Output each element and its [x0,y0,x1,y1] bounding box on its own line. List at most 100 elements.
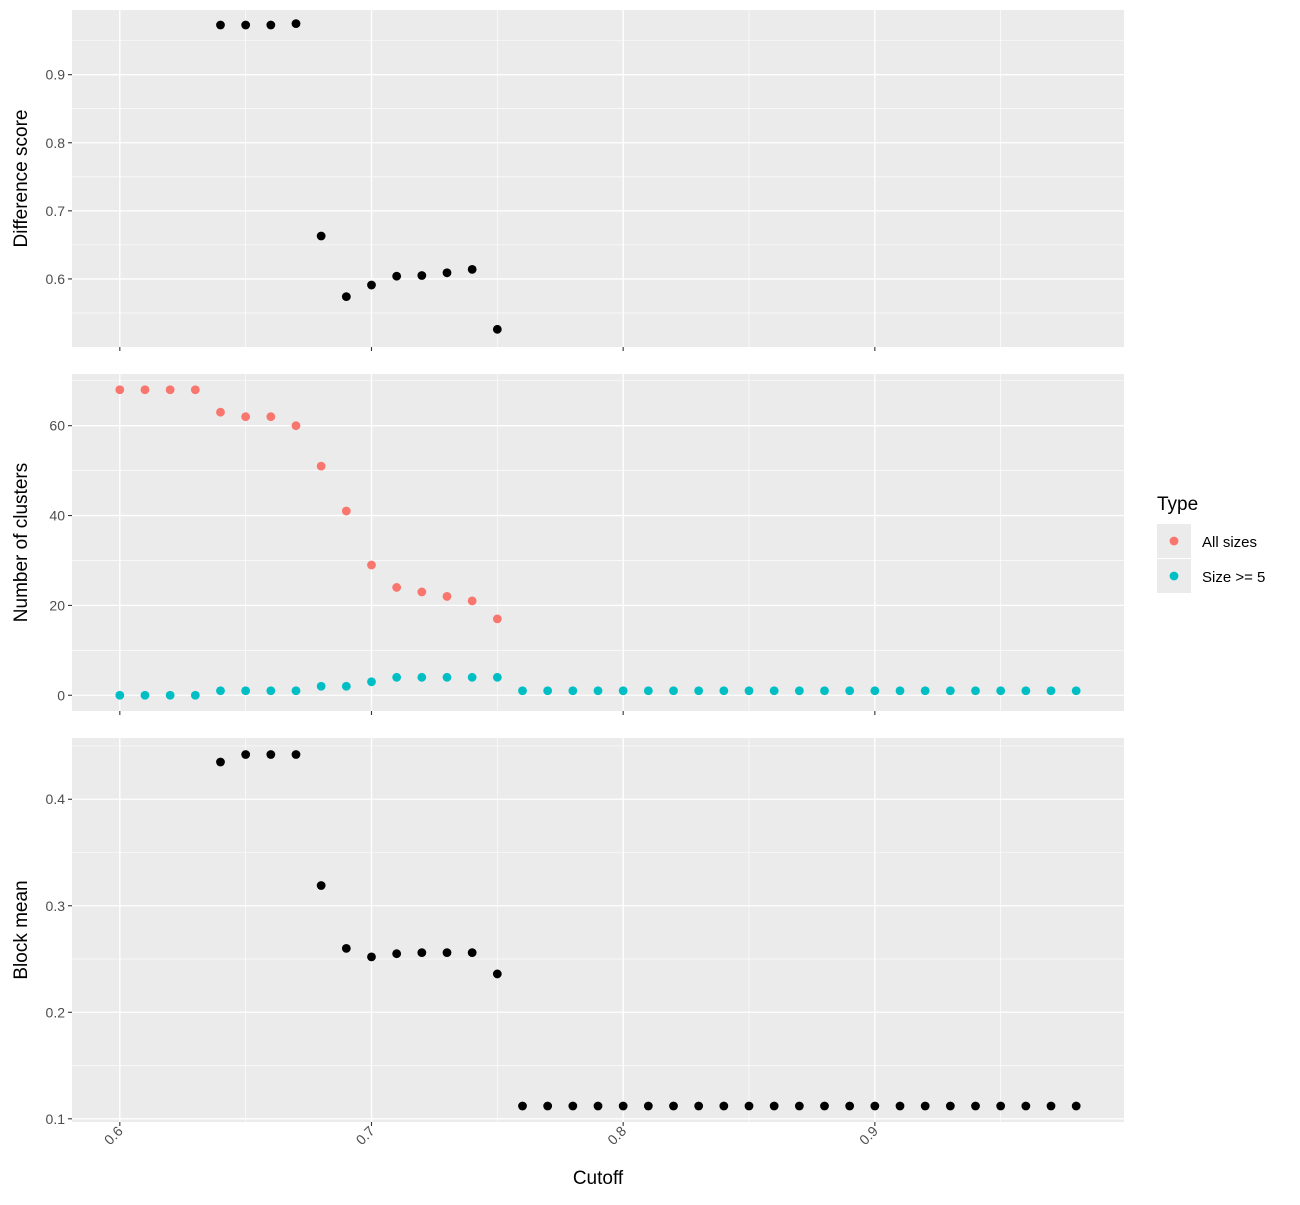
data-point [316,881,326,890]
series-points [216,750,1081,1111]
data-point [341,506,351,516]
y-axis-title: Number of clusters [11,463,32,622]
x-axis-title: Cutoff [573,1168,624,1189]
legend-swatch-all-sizes [1169,536,1179,546]
data-point [341,292,351,302]
data-point [140,690,150,700]
data-point [794,1101,804,1111]
data-point [216,407,225,417]
data-point [618,686,628,696]
data-point [1071,1101,1081,1111]
data-point [392,271,402,281]
data-point [845,1101,855,1111]
series-size-5 [115,672,1081,700]
data-point [744,1101,754,1111]
data-point [669,686,678,696]
data-point [266,750,276,759]
data-point [291,19,301,29]
data-point [568,686,578,696]
data-point [367,952,376,962]
x-axis: 0.6 0.7 0.8 0.9 [101,1123,881,1148]
data-point [442,672,452,682]
panel-background [72,374,1124,711]
data-point [971,1101,980,1111]
data-point [719,686,729,696]
data-point [895,686,905,696]
data-point [266,686,276,696]
data-point [190,690,200,700]
data-point [367,560,376,570]
data-point [694,1101,704,1111]
data-point [140,385,150,395]
y-tick-label: 20 [49,597,65,613]
x-tick-label: 0.9 [856,1123,881,1148]
data-point [291,421,301,431]
x-tick-label: 0.6 [101,1123,126,1148]
data-point [518,686,527,696]
data-point [392,672,402,682]
data-point [442,592,452,601]
data-point [895,1101,905,1111]
data-point [870,1101,880,1111]
data-point [216,20,225,30]
data-point [1021,686,1031,696]
data-point [165,385,175,395]
data-point [291,686,301,696]
data-point [971,686,980,696]
data-point [543,686,553,696]
data-point [291,750,301,759]
data-point [392,949,402,959]
y-tick-label: 0.4 [46,791,66,807]
y-tick-label: 0.2 [46,1004,66,1020]
panel-bottom: 0.1 0.2 0.3 0.4 Block mean [11,738,1124,1127]
data-point [694,686,704,696]
data-point [467,596,477,606]
data-point [442,268,452,278]
data-point [543,1101,553,1111]
legend-label-all-sizes: All sizes [1202,534,1257,551]
y-tick-label: 0.9 [46,67,66,83]
data-point [643,1101,653,1111]
data-point [996,686,1006,696]
data-point [241,20,251,30]
data-point [417,587,427,597]
y-tick-label: 0.3 [46,898,66,914]
data-point [820,686,829,696]
data-point [744,686,754,696]
data-point [467,948,477,958]
data-point [266,412,276,422]
data-point [341,943,351,953]
data-point [467,672,477,682]
panels-layer: 0.6 0.7 0.8 0.9 Difference score 0 20 40 60 Numbe… [11,10,1124,1127]
legend-label-size-ge-5: Size >= 5 [1202,569,1265,586]
y-tick-label: 60 [49,418,65,434]
data-point [945,686,955,696]
data-point [316,231,326,241]
y-tick-label: 0 [57,687,65,703]
data-point [467,264,477,274]
y-axis-title: Block mean [11,880,32,979]
data-point [593,686,603,696]
x-tick-label: 0.8 [604,1123,629,1148]
data-point [316,681,326,691]
data-point [1046,686,1056,696]
data-point [492,324,502,334]
y-tick-label: 0.1 [46,1111,66,1127]
y-tick-label: 0.7 [46,203,66,219]
series-all-sizes [115,385,502,624]
data-point [417,948,427,958]
data-point [945,1101,955,1111]
data-point [115,690,125,700]
data-point [996,1101,1006,1111]
data-point [316,461,326,471]
data-point [518,1101,527,1111]
data-point [492,614,502,624]
data-point [367,280,376,290]
data-point [492,672,502,682]
y-tick-label: 0.8 [46,135,66,151]
data-point [442,948,452,958]
data-point [165,690,175,700]
data-point [341,681,351,691]
legend-swatch-size-ge-5 [1169,571,1179,581]
